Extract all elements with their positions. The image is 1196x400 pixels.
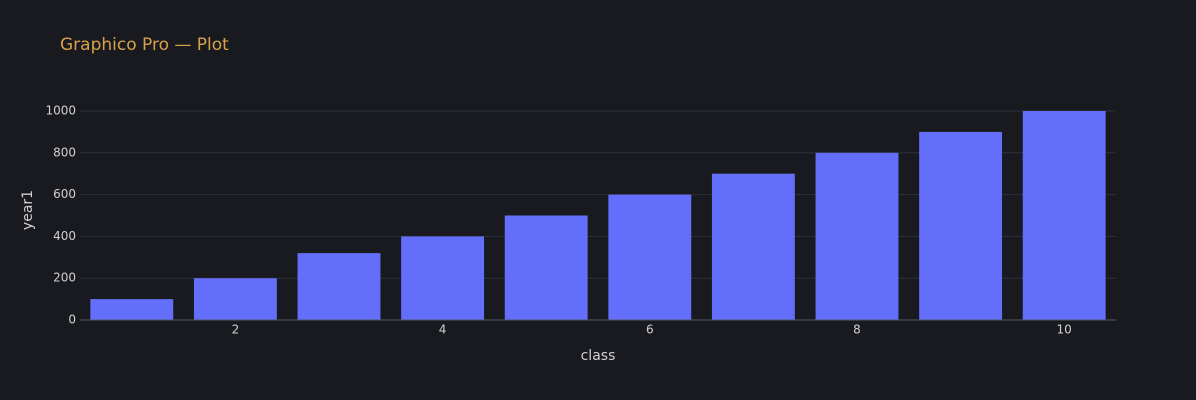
y-tick-label: 800 (53, 145, 76, 159)
bar (297, 253, 381, 320)
bar (919, 131, 1003, 320)
bar (401, 236, 485, 320)
bar (90, 299, 174, 320)
bar (504, 215, 588, 320)
x-tick-label: 8 (853, 323, 861, 337)
y-tick-label: 1000 (45, 103, 76, 117)
x-tick-label: 10 (1057, 323, 1072, 337)
bar (815, 152, 899, 320)
y-tick-label: 0 (68, 313, 76, 327)
x-tick-label: 6 (646, 323, 654, 337)
x-tick-label: 4 (439, 323, 447, 337)
bar (608, 194, 692, 320)
y-tick-label: 600 (53, 187, 76, 201)
y-tick-label: 200 (53, 271, 76, 285)
chart-title: Graphico Pro — Plot (60, 35, 229, 55)
bar (1022, 110, 1106, 320)
bar (711, 173, 795, 320)
bar (193, 278, 277, 320)
x-axis-title: class (581, 348, 616, 364)
y-axis-title: year1 (20, 190, 36, 230)
y-tick-label: 400 (53, 229, 76, 243)
x-tick-label: 2 (232, 323, 240, 337)
